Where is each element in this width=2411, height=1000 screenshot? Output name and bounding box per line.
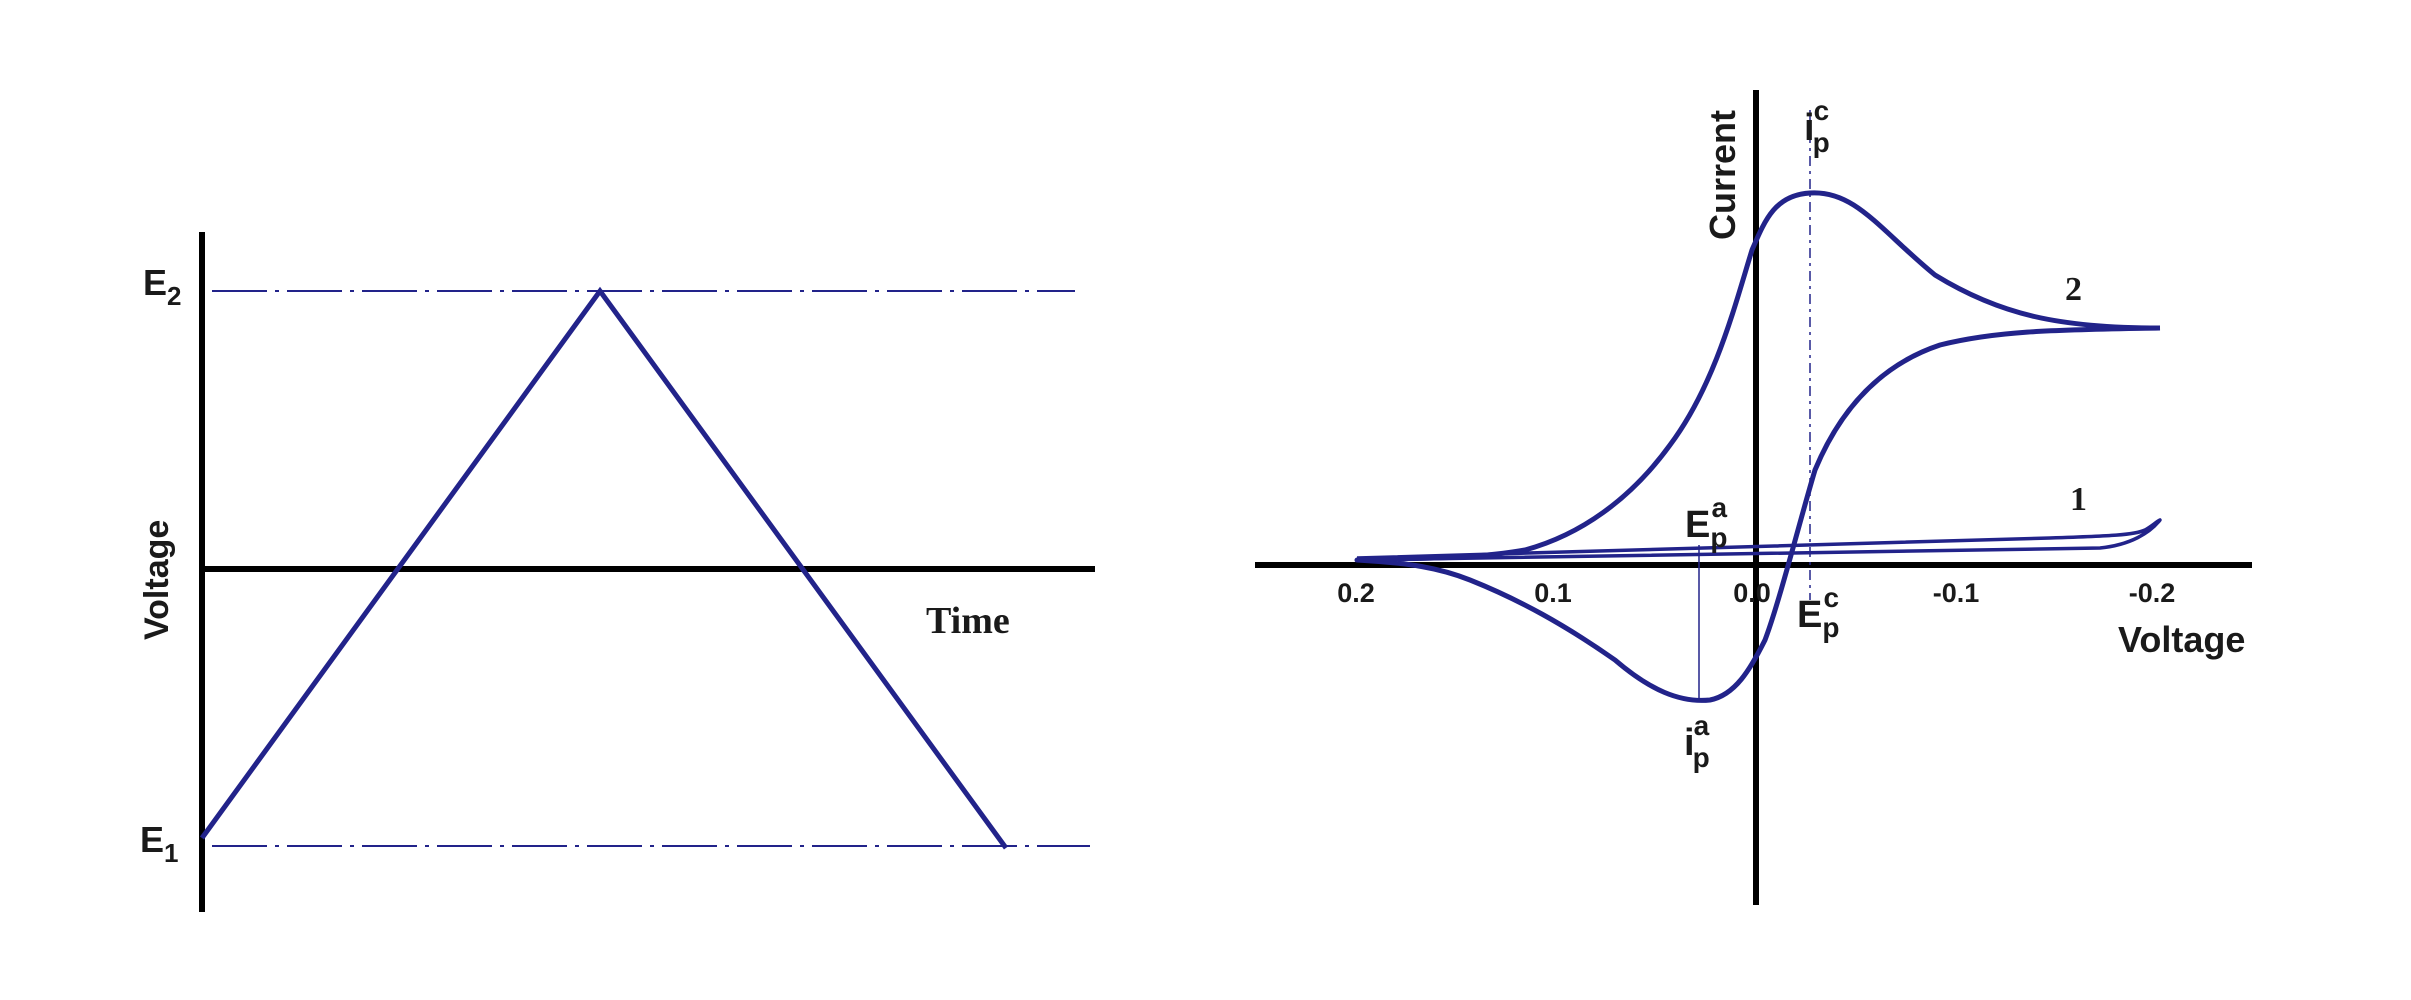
cv-tick-label: -0.1	[1933, 578, 1980, 608]
cv-curve-2	[1354, 190, 2161, 703]
waveform-y-axis-label: Voltage	[138, 520, 176, 640]
cv-tick-label: 0.1	[1534, 578, 1572, 608]
ipc-label: ipc	[1804, 95, 1830, 158]
ipa-label: ipa	[1684, 710, 1710, 773]
e1-label: E1	[140, 819, 178, 868]
cv-y-axis-label: Current	[1702, 110, 1743, 240]
cv-tick-label: 0.2	[1337, 578, 1375, 608]
cv-tick-label: -0.2	[2129, 578, 2176, 608]
voltammogram-plot: 0.2 0.1 0.0 -0.1 -0.2 Current Voltage 2 …	[1255, 90, 2252, 905]
epa-label: Epa	[1685, 492, 1727, 553]
epc-label: Epc	[1797, 582, 1839, 643]
cv-tick-label: 0.0	[1733, 578, 1771, 608]
e2-label: E2	[143, 262, 181, 311]
waveform-plot: Voltage Time E2 E1	[138, 232, 1095, 912]
cv-x-axis-label: Voltage	[2118, 619, 2245, 660]
cv-curve-label-2: 2	[2065, 271, 2082, 308]
triangular-potential-wave	[199, 286, 1009, 850]
cv-curve-1	[1356, 518, 2162, 562]
cv-curve-label-1: 1	[2070, 481, 2087, 518]
waveform-x-axis-label: Time	[926, 600, 1010, 642]
